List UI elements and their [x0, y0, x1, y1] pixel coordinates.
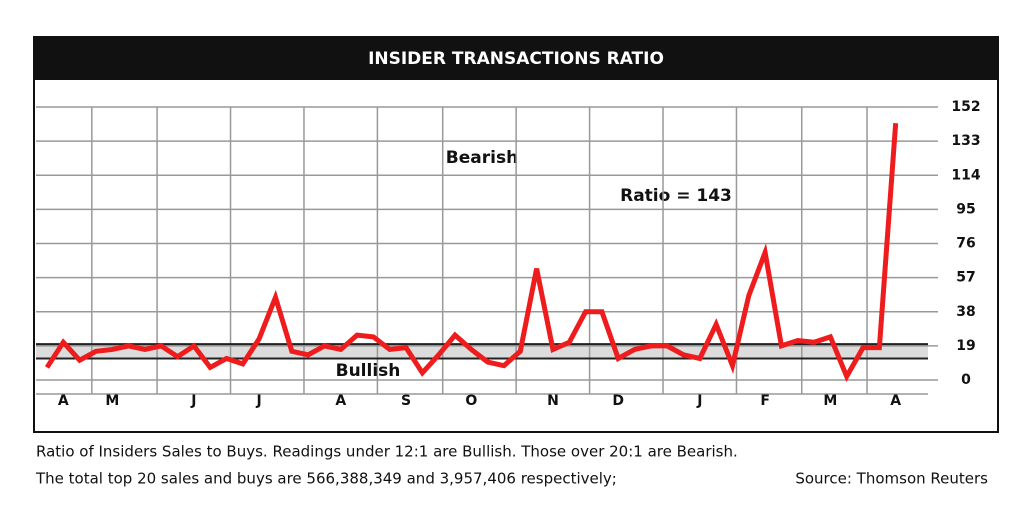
x-tick-label: M [823, 393, 837, 409]
y-tick-label: 0 [961, 372, 971, 388]
x-tick-label: A [335, 393, 346, 409]
chart-title: INSIDER TRANSACTIONS RATIO [368, 49, 664, 69]
y-tick-label: 38 [956, 304, 975, 320]
y-tick-label: 152 [951, 99, 980, 115]
caption: The total top 20 sales and buys are 566,… [35, 470, 617, 488]
x-tick-label: O [465, 393, 477, 409]
title-bar [34, 37, 998, 80]
y-tick-label: 57 [956, 270, 975, 286]
x-tick-label: A [58, 393, 69, 409]
y-tick-label: 19 [956, 338, 975, 354]
x-tick-label: M [105, 393, 119, 409]
annotation: Ratio = 143 [620, 186, 732, 206]
x-tick-label: A [890, 393, 901, 409]
y-tick-label: 114 [951, 167, 980, 183]
x-tick-label: J [256, 393, 262, 409]
data-line [44, 122, 899, 383]
x-tick-label: J [190, 393, 196, 409]
y-tick-label: 76 [956, 236, 975, 252]
x-tick-label: J [696, 393, 702, 409]
caption: Ratio of Insiders Sales to Buys. Reading… [36, 443, 738, 461]
x-tick-label: N [547, 393, 559, 409]
y-tick-label: 133 [951, 133, 980, 149]
annotation: Bearish [446, 148, 518, 168]
annotation: Bullish [336, 361, 401, 381]
source: Source: Thomson Reuters [795, 470, 988, 488]
x-tick-label: D [612, 393, 624, 409]
y-tick-label: 95 [956, 201, 975, 217]
x-tick-label: F [760, 393, 770, 409]
x-tick-label: S [401, 393, 411, 409]
